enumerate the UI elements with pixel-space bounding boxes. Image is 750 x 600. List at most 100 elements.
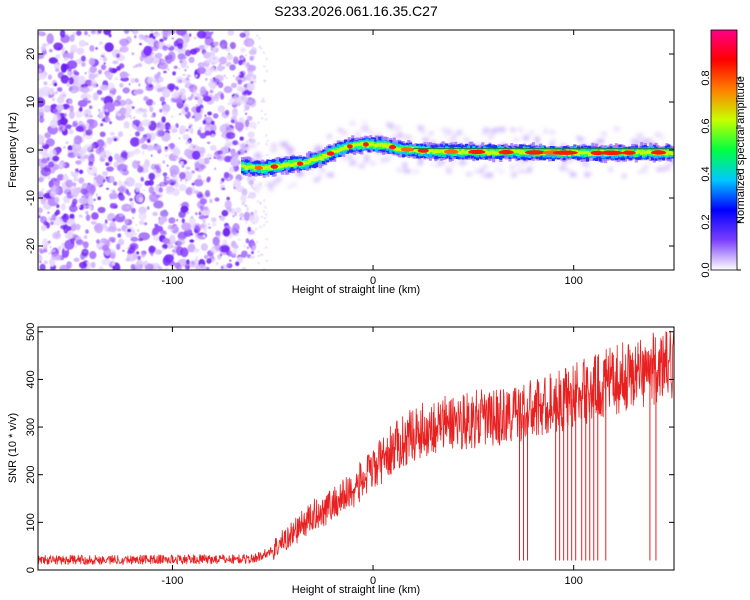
- noise-blob: [247, 226, 251, 232]
- noise-blob: [221, 209, 229, 217]
- ridge-speckle: [529, 161, 536, 164]
- ridge-speckle: [346, 155, 353, 159]
- noise-blob: [66, 179, 70, 183]
- ridge-segment: [260, 166, 265, 173]
- noise-blob: [209, 145, 217, 151]
- ridge-hotspot: [524, 150, 545, 155]
- ridge-speckle: [255, 188, 259, 192]
- ridge-segment: [351, 144, 355, 148]
- noise-blob: [141, 119, 151, 127]
- ridge-speckle: [572, 172, 576, 178]
- noise-blob: [116, 65, 121, 71]
- noise-blob: [136, 89, 144, 95]
- noise-blob: [180, 58, 187, 68]
- noise-blob: [217, 105, 225, 113]
- noise-blob: [162, 172, 168, 177]
- noise-blob: [130, 77, 135, 84]
- ridge-segment: [578, 151, 582, 154]
- ridge-speckle: [360, 126, 368, 131]
- noise-blob: [99, 131, 106, 138]
- noise-blob: [202, 95, 212, 102]
- noise-blob: [69, 34, 75, 42]
- noise-blob: [123, 30, 130, 34]
- noise-blob: [213, 57, 216, 60]
- ridge-segment: [441, 149, 445, 153]
- noise-blob: [198, 212, 202, 216]
- noise-blob: [261, 117, 264, 120]
- noise-blob: [72, 187, 79, 198]
- noise-blob: [139, 197, 143, 203]
- ridge-speckle: [389, 123, 394, 130]
- ridge-speckle: [421, 129, 426, 134]
- noise-blob: [107, 118, 111, 122]
- ridge-segment: [358, 143, 362, 146]
- noise-blob: [219, 253, 223, 257]
- ridge-segment: [293, 162, 297, 169]
- ridge-speckle: [364, 156, 371, 161]
- ridge-speckle: [519, 168, 524, 174]
- noise-blob: [208, 55, 220, 65]
- colorbar-label: Normalized spectral amplitude: [735, 76, 747, 224]
- noise-blob: [184, 232, 189, 237]
- noise-blob: [112, 218, 116, 222]
- ridge-segment: [322, 154, 326, 158]
- noise-blob: [80, 86, 90, 94]
- noise-blob: [164, 105, 170, 111]
- noise-blob: [246, 140, 249, 143]
- noise-blob: [172, 71, 176, 76]
- noise-blob: [222, 112, 225, 115]
- noise-blob: [76, 30, 82, 36]
- ridge-hotspot: [622, 150, 636, 155]
- ridge-speckle: [349, 160, 355, 167]
- colorbar-tick-label: 0.6: [700, 118, 712, 133]
- noise-blob: [239, 212, 245, 218]
- ridge-speckle: [241, 144, 250, 148]
- ridge-speckle: [643, 164, 650, 168]
- noise-blob: [50, 218, 53, 221]
- noise-blob: [195, 212, 198, 216]
- noise-blob: [49, 83, 52, 86]
- noise-blob: [133, 116, 136, 119]
- noise-blob: [241, 267, 247, 270]
- ridge-speckle: [402, 162, 408, 168]
- ridge-segment: [484, 150, 488, 154]
- noise-blob: [140, 176, 144, 182]
- ridge-speckle: [428, 132, 434, 135]
- noise-blob: [144, 180, 151, 186]
- ridge-segment: [242, 164, 246, 168]
- noise-blob: [53, 82, 58, 87]
- noise-blob: [220, 93, 225, 100]
- noise-blob: [229, 96, 240, 105]
- x-tick-label: -100: [161, 275, 183, 287]
- ridge-segment: [316, 157, 321, 161]
- noise-blob: [227, 177, 231, 180]
- noise-blob: [265, 57, 268, 61]
- noise-blob: [73, 257, 80, 262]
- noise-blob: [166, 177, 170, 181]
- noise-blob: [40, 72, 47, 78]
- noise-blob: [64, 239, 75, 250]
- ridge-speckle: [661, 136, 665, 139]
- noise-blob: [130, 236, 139, 242]
- ridge-speckle: [380, 157, 387, 163]
- ridge-segment: [385, 145, 389, 149]
- ridge-speckle: [562, 163, 568, 167]
- noise-blob: [138, 164, 141, 167]
- ridge-segment: [320, 153, 324, 160]
- noise-blob: [135, 131, 140, 137]
- ridge-segment: [387, 143, 391, 147]
- noise-blob: [75, 120, 78, 123]
- noise-blob: [157, 266, 163, 270]
- noise-blob: [158, 219, 165, 226]
- noise-blob: [186, 174, 190, 178]
- noise-blob: [222, 227, 231, 237]
- noise-blob: [147, 206, 150, 210]
- ridge-segment: [459, 151, 463, 155]
- ridge-segment: [293, 162, 297, 166]
- noise-blob: [165, 185, 175, 193]
- noise-blob: [165, 67, 167, 70]
- ridge-segment: [584, 151, 588, 154]
- colorbar-tick-label: 0.2: [700, 214, 712, 229]
- noise-blob: [129, 134, 132, 137]
- noise-blob: [56, 204, 60, 209]
